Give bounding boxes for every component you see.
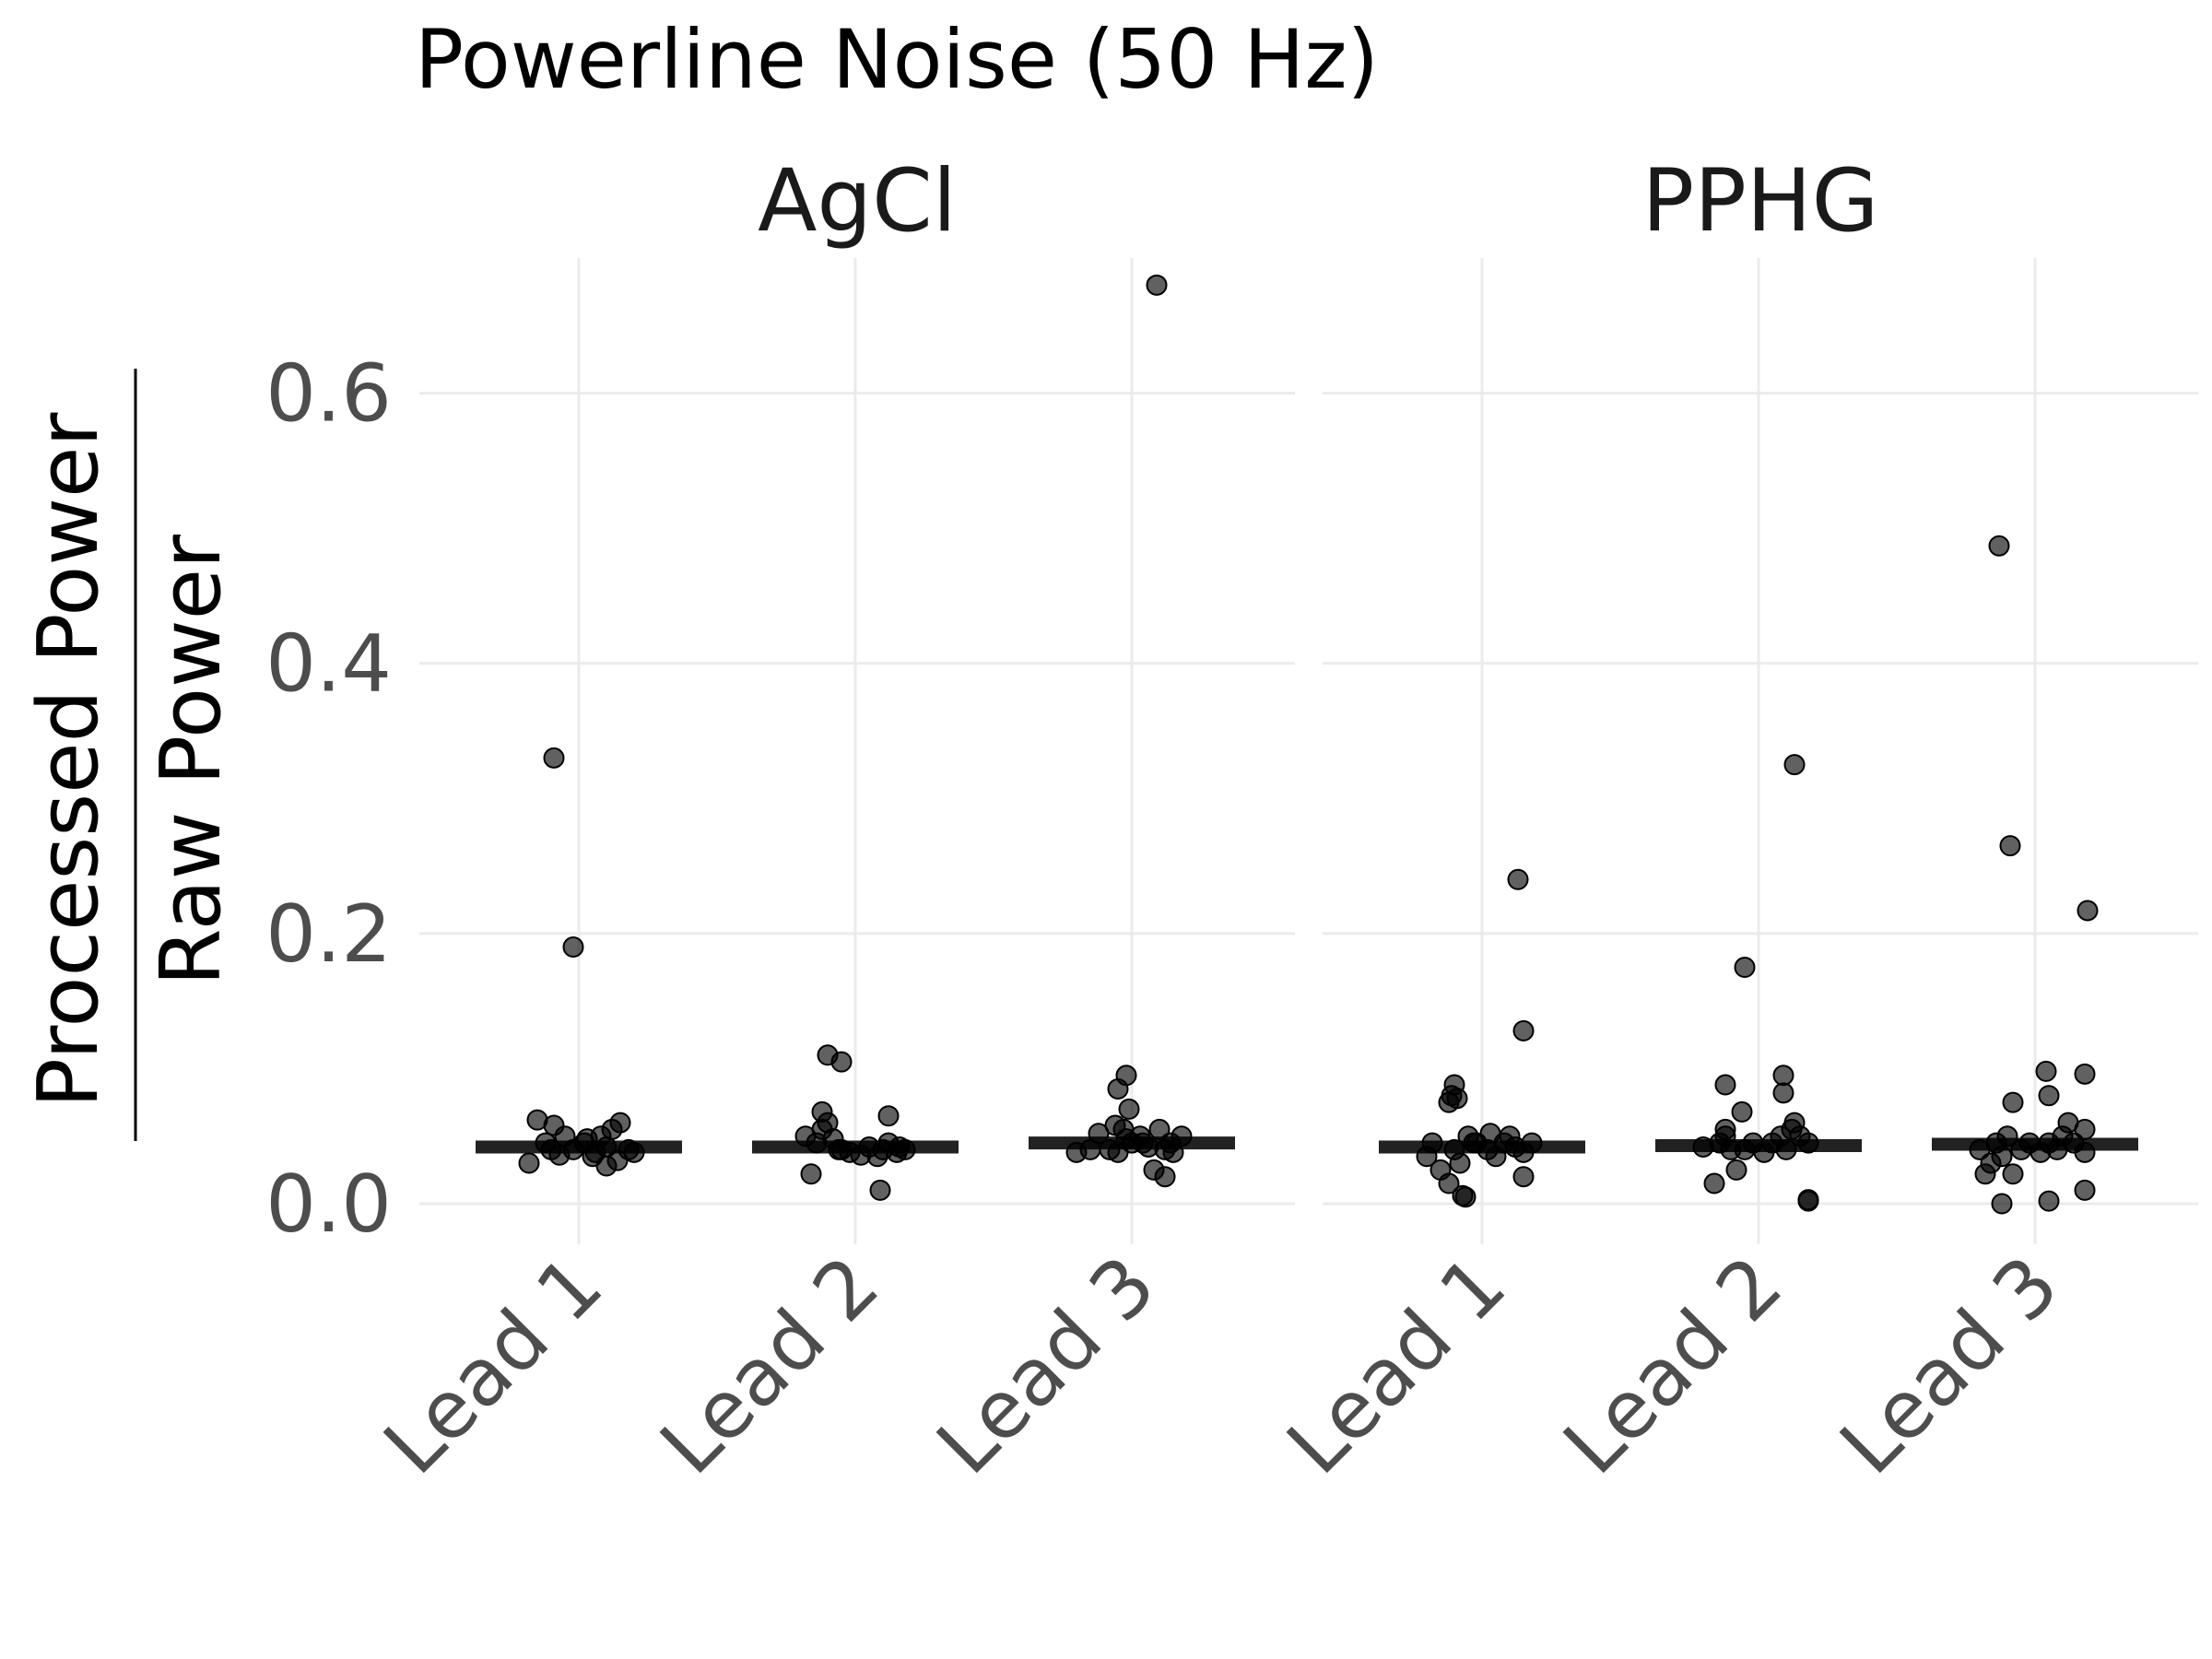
data-point xyxy=(1775,1138,1797,1160)
facet-strip-label: AgCl xyxy=(758,151,957,252)
data-point xyxy=(1731,1100,1753,1123)
data-point xyxy=(526,1109,548,1131)
data-point xyxy=(894,1138,916,1160)
data-point xyxy=(1772,1082,1794,1104)
y-tick-label: 0.0 xyxy=(265,1159,392,1251)
data-point xyxy=(1118,1098,1140,1120)
data-point xyxy=(1449,1152,1471,1174)
data-point xyxy=(2035,1060,2057,1082)
data-point xyxy=(1999,835,2021,857)
data-point xyxy=(1088,1123,1110,1145)
data-point xyxy=(1512,1019,1535,1041)
facet-panel-pphg: PPHG Lead 1 Lead 2 Lead 3 xyxy=(1270,151,2198,1492)
data-point xyxy=(2002,1091,2024,1113)
data-point xyxy=(1104,1114,1126,1136)
data-point xyxy=(1421,1132,1443,1154)
data-point xyxy=(1148,1118,1171,1140)
data-point xyxy=(2038,1085,2060,1107)
y-tick-label: 0.4 xyxy=(265,618,392,711)
data-point xyxy=(1783,754,1806,776)
y-tick-label: 0.6 xyxy=(265,348,392,441)
data-point xyxy=(2057,1112,2079,1134)
data-point xyxy=(2038,1190,2060,1212)
chart-title: Powerline Noise (50 Hz) xyxy=(415,12,1379,107)
y-tick-label: 0.2 xyxy=(265,888,392,981)
data-point xyxy=(1512,1166,1535,1188)
data-point xyxy=(609,1112,631,1134)
data-point xyxy=(1797,1190,1819,1212)
data-point xyxy=(1772,1065,1794,1087)
data-point xyxy=(1154,1166,1176,1188)
data-point xyxy=(562,936,584,959)
data-point xyxy=(1452,1184,1474,1206)
x-tick-label: Lead 3 xyxy=(1823,1239,2077,1492)
facet-panel-agcl: AgCl Lead 1 Lead 2 Lead 3 xyxy=(367,151,1295,1492)
data-point xyxy=(811,1100,833,1123)
data-point xyxy=(2074,1063,2096,1085)
data-point xyxy=(1115,1065,1137,1087)
x-tick-label: Lead 1 xyxy=(367,1239,620,1492)
data-point xyxy=(1991,1193,2013,1215)
y-axis-label-numerator: Processed Power xyxy=(20,413,117,1109)
data-point xyxy=(2002,1163,2024,1185)
data-point xyxy=(518,1152,540,1174)
data-point xyxy=(877,1105,900,1127)
data-point xyxy=(1463,1132,1485,1154)
data-point xyxy=(1479,1123,1501,1145)
data-point xyxy=(1734,957,1756,979)
data-point xyxy=(2074,1179,2096,1201)
data-point xyxy=(1714,1118,1736,1140)
x-tick-label: Lead 1 xyxy=(1270,1239,1524,1492)
data-point xyxy=(1996,1125,2018,1147)
data-point xyxy=(595,1155,618,1177)
data-point xyxy=(830,1051,853,1073)
data-point xyxy=(800,1163,822,1185)
data-point xyxy=(2077,900,2099,922)
data-point xyxy=(1521,1132,1543,1154)
data-point xyxy=(828,1138,850,1160)
data-point xyxy=(1714,1074,1736,1096)
data-point xyxy=(1438,1091,1460,1113)
data-point xyxy=(1443,1074,1465,1096)
data-point xyxy=(1783,1112,1806,1134)
facet-strip-label: PPHG xyxy=(1642,151,1879,252)
data-point xyxy=(1132,1132,1154,1154)
data-point xyxy=(543,747,565,769)
data-point xyxy=(623,1141,645,1163)
data-point xyxy=(1703,1172,1725,1194)
x-tick-label: Lead 3 xyxy=(920,1239,1173,1492)
data-point xyxy=(1991,1146,2013,1168)
data-point xyxy=(2074,1141,2096,1163)
data-point xyxy=(1507,868,1529,890)
data-point xyxy=(540,1138,562,1160)
data-point xyxy=(1988,535,2010,557)
data-point xyxy=(1797,1132,1819,1154)
y-axis-label-denominator: Raw Power xyxy=(143,535,240,986)
data-point xyxy=(1159,1132,1182,1154)
data-point xyxy=(869,1179,891,1201)
data-point xyxy=(1146,274,1168,296)
data-point xyxy=(1725,1159,1747,1181)
data-point xyxy=(1438,1172,1460,1194)
x-tick-label: Lead 2 xyxy=(643,1239,897,1492)
data-point xyxy=(576,1128,598,1150)
y-axis-label: Processed Power Raw Power xyxy=(20,369,240,1141)
x-tick-label: Lead 2 xyxy=(1547,1239,1800,1492)
